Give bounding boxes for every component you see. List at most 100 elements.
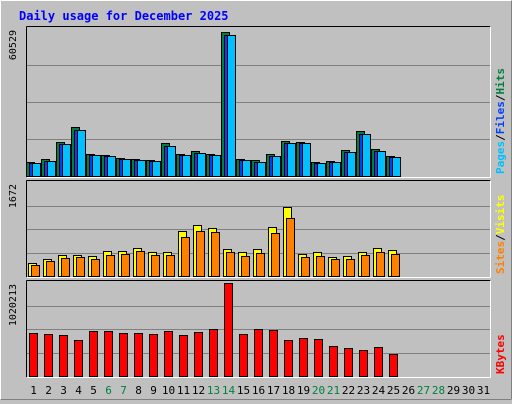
bar-pages-day-9 — [152, 161, 161, 177]
day-label-4: 4 — [75, 384, 82, 397]
bar-pages-day-14 — [227, 35, 236, 177]
bar-pages-day-19 — [302, 143, 311, 177]
bar-kbytes-day-25 — [389, 354, 398, 377]
bar-pages-day-3 — [62, 144, 71, 177]
legend-item-hits-files-pages-2: Files — [494, 101, 507, 134]
day-label-9: 9 — [150, 384, 157, 397]
chart-panels: 60529 1672 1020213 — [8, 26, 491, 378]
bar-kbytes-day-8 — [134, 333, 143, 377]
day-labels: 1 2 3 4 5 6 7 8 9 10 11 12 13 14 15 16 17 18 19 20 21 22 23 24 2… — [30, 384, 490, 397]
bar-kbytes-day-5 — [89, 331, 98, 377]
bar-kbytes-day-19 — [299, 338, 308, 377]
day-label-14: 14 — [222, 384, 236, 397]
bar-pages-day-6 — [107, 156, 116, 177]
day-label-23: 23 — [357, 384, 370, 397]
day-label-22: 22 — [342, 384, 355, 397]
bar-kbytes-day-10 — [164, 331, 173, 377]
bar-sites-day-25 — [391, 254, 400, 277]
day-label-10: 10 — [162, 384, 175, 397]
bar-sites-day-10 — [166, 255, 175, 277]
day-label-24: 24 — [372, 384, 386, 397]
day-label-12: 12 — [192, 384, 205, 397]
day-label-7: 7 — [120, 384, 127, 397]
bar-sites-day-5 — [91, 259, 100, 277]
bar-pages-day-11 — [182, 155, 191, 177]
bar-kbytes-day-16 — [254, 329, 263, 377]
day-label-11: 11 — [177, 384, 190, 397]
day-label-16: 16 — [252, 384, 265, 397]
bar-pages-day-16 — [257, 162, 266, 177]
bar-kbytes-day-14 — [224, 283, 233, 377]
bar-kbytes-day-24 — [374, 347, 383, 377]
bar-sites-day-21 — [331, 259, 340, 277]
bar-sites-day-23 — [361, 255, 370, 277]
bar-sites-day-4 — [76, 257, 85, 277]
bars-visits-sites — [28, 207, 400, 277]
bar-kbytes-day-15 — [239, 334, 248, 377]
bars-hits-files-pages — [26, 32, 401, 177]
day-label-19: 19 — [297, 384, 310, 397]
bar-kbytes-day-17 — [269, 330, 278, 377]
bar-sites-day-1 — [31, 265, 40, 277]
bar-pages-day-13 — [212, 155, 221, 177]
bar-pages-day-10 — [167, 146, 176, 177]
bar-sites-day-8 — [136, 251, 145, 277]
bar-pages-day-21 — [332, 162, 341, 177]
day-label-28: 28 — [432, 384, 445, 397]
bar-kbytes-day-9 — [149, 334, 158, 377]
day-label-3: 3 — [60, 384, 67, 397]
bar-kbytes-day-21 — [329, 346, 338, 377]
bar-kbytes-day-11 — [179, 335, 188, 377]
bar-sites-day-15 — [241, 256, 250, 277]
bar-sites-day-14 — [226, 252, 235, 277]
bar-pages-day-12 — [197, 153, 206, 177]
bar-pages-day-8 — [137, 160, 146, 177]
bar-pages-day-4 — [77, 130, 86, 177]
bar-sites-day-2 — [46, 261, 55, 277]
bar-sites-day-18 — [286, 218, 295, 277]
bar-sites-day-19 — [301, 257, 310, 277]
bar-kbytes-day-6 — [104, 331, 113, 377]
legend-item-hits-files-pages-1: / — [494, 134, 507, 141]
bar-pages-day-1 — [32, 163, 41, 177]
max-label-hits-files-pages: 60529 — [8, 30, 19, 60]
bar-kbytes-day-20 — [314, 339, 323, 377]
bar-sites-day-12 — [196, 231, 205, 277]
bar-sites-day-9 — [151, 255, 160, 277]
bar-pages-day-18 — [287, 143, 296, 177]
bar-sites-day-24 — [376, 252, 385, 277]
day-label-31: 31 — [477, 384, 490, 397]
legend-hits-files-pages: Pages/Files/Hits — [494, 68, 507, 174]
bar-pages-day-23 — [362, 134, 371, 177]
bar-pages-day-2 — [47, 161, 56, 177]
bar-sites-day-13 — [211, 232, 220, 277]
day-label-30: 30 — [462, 384, 475, 397]
day-label-18: 18 — [282, 384, 295, 397]
legend-item-hits-files-pages-3: / — [494, 94, 507, 101]
day-label-20: 20 — [312, 384, 325, 397]
day-label-8: 8 — [135, 384, 142, 397]
day-label-6: 6 — [105, 384, 112, 397]
legend-item-visits-sites-2: Visits — [494, 195, 507, 235]
bar-sites-day-3 — [61, 258, 70, 277]
legend-item-kbytes-0: KBytes — [494, 334, 507, 374]
day-label-26: 26 — [402, 384, 415, 397]
bars-kbytes — [29, 283, 398, 377]
max-label-visits-sites: 1672 — [8, 184, 19, 208]
bar-sites-day-11 — [181, 237, 190, 277]
bar-sites-day-17 — [271, 233, 280, 277]
chart-title: Daily usage for December 2025 — [19, 9, 229, 23]
day-label-13: 13 — [207, 384, 220, 397]
max-label-kbytes: 1020213 — [8, 284, 19, 326]
day-label-25: 25 — [387, 384, 400, 397]
day-label-15: 15 — [237, 384, 250, 397]
bar-kbytes-day-23 — [359, 350, 368, 377]
bar-sites-day-16 — [256, 253, 265, 277]
day-label-2: 2 — [45, 384, 52, 397]
panel-kbytes: 1020213 — [8, 280, 491, 378]
bar-pages-day-15 — [242, 160, 251, 177]
day-label-21: 21 — [327, 384, 340, 397]
bar-kbytes-day-22 — [344, 348, 353, 377]
